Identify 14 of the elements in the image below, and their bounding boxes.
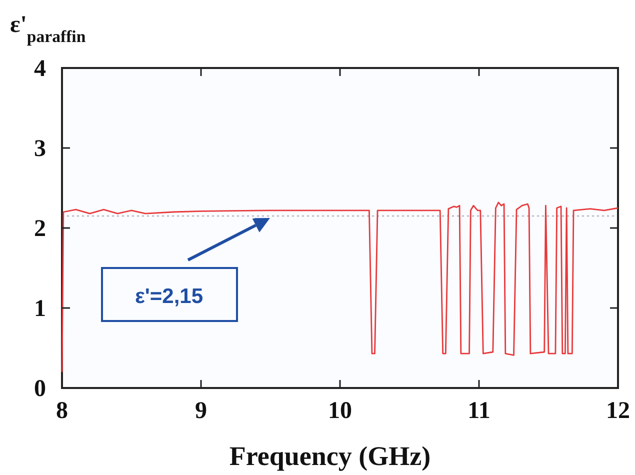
line-series xyxy=(61,202,619,373)
x-tick-label: 11 xyxy=(468,398,490,424)
y-axis-title: ε'$_{paraffin}$ xyxy=(10,12,86,46)
y-tick-label: 3 xyxy=(34,136,46,162)
x-tick-label: 10 xyxy=(328,398,352,424)
x-tick-label: 12 xyxy=(606,398,630,424)
annotation: ε'=2,15 xyxy=(134,285,204,308)
y-tick-label: 2 xyxy=(34,216,46,242)
x-tick-label: 8 xyxy=(56,398,68,424)
y-tick-label: 1 xyxy=(34,296,46,322)
y-tick-label: 0 xyxy=(34,376,46,402)
x-axis-title: Frequency (GHz) xyxy=(229,441,431,471)
x-tick-label: 9 xyxy=(195,398,207,424)
y-tick-label: 4 xyxy=(34,56,46,82)
